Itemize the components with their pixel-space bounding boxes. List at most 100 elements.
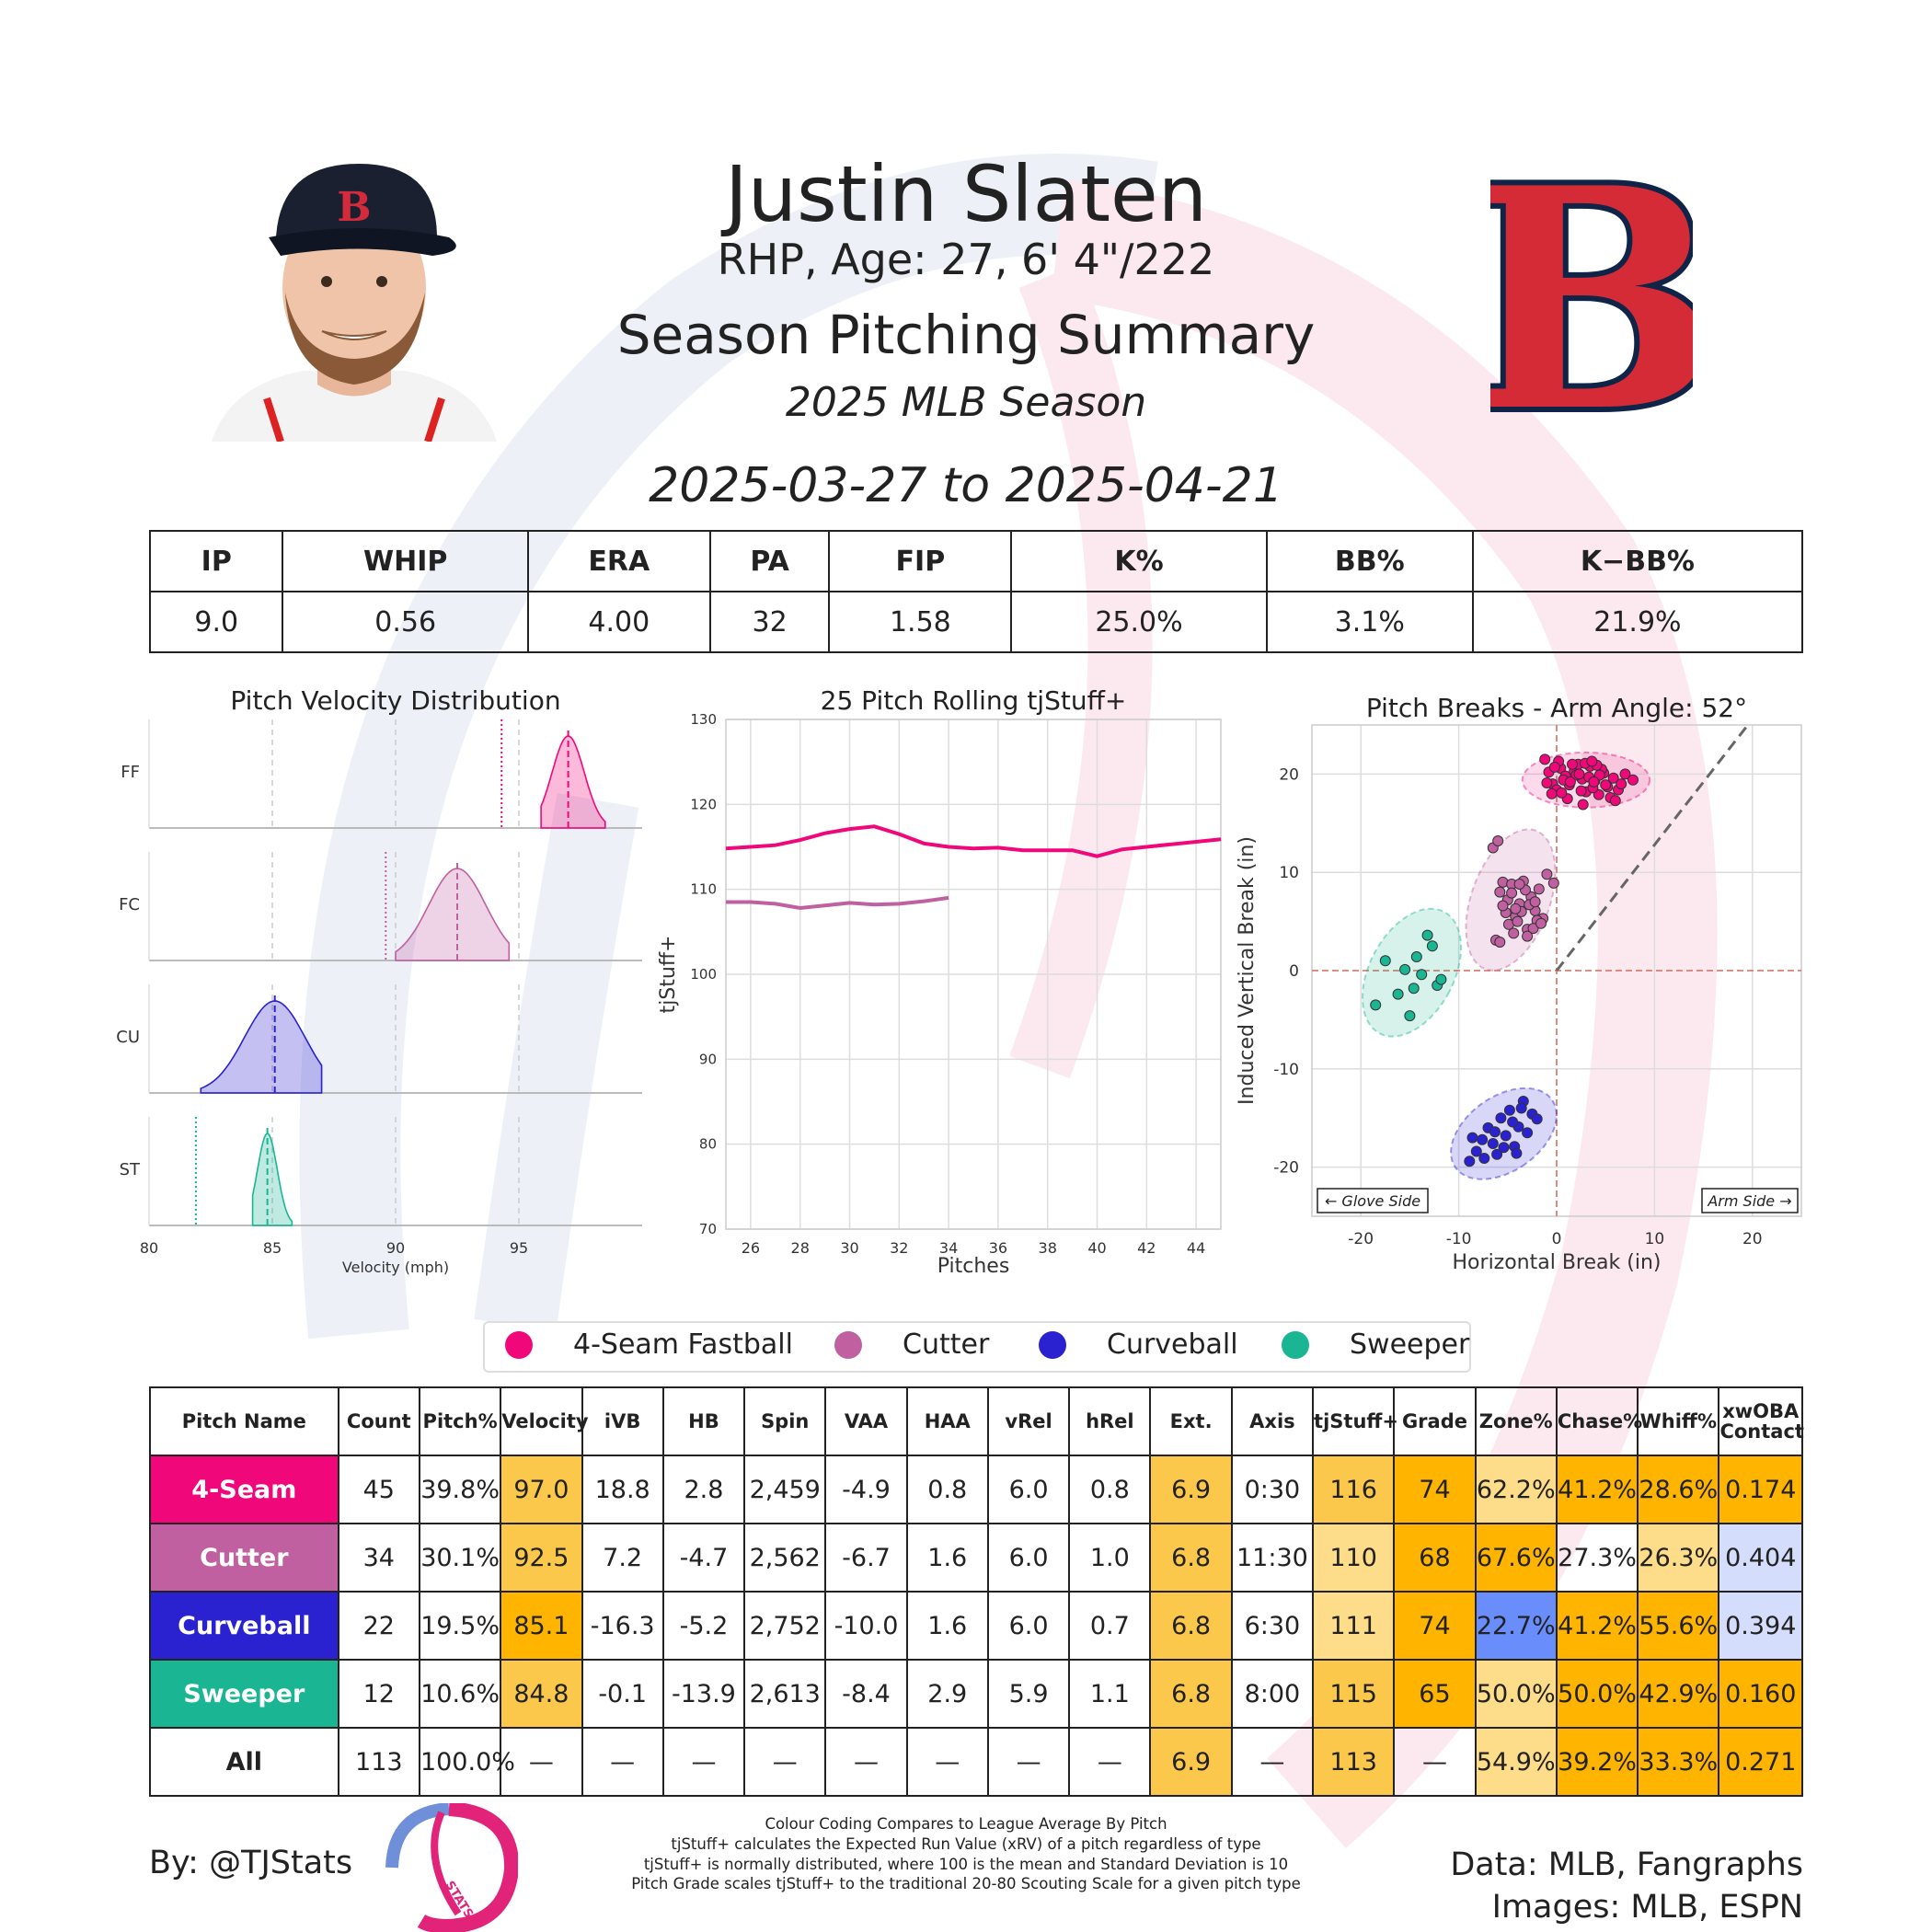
- pitch-table-cell: -5.2: [661, 1591, 746, 1661]
- footnote-line: Colour Coding Compares to League Average…: [765, 1815, 1167, 1833]
- date-range: 2025-03-27 to 2025-04-21: [649, 458, 1283, 513]
- season-label: 2025 MLB Season: [785, 379, 1147, 426]
- pitch-table-cell: 6.8: [1149, 1523, 1233, 1593]
- y-tick-label: -10: [1273, 1061, 1299, 1079]
- pitch-table-cell: —: [824, 1727, 908, 1797]
- scatter-point: [1600, 779, 1612, 791]
- pitch-name-cell: All: [149, 1727, 339, 1797]
- pitch-table-cell: 74: [1393, 1455, 1477, 1524]
- scatter-point: [1512, 915, 1524, 927]
- pitch-table-header-cell: iVB: [581, 1386, 664, 1456]
- summary-header-cell: IP: [148, 530, 284, 592]
- pitch-table-cell: 19.5%: [418, 1591, 502, 1661]
- x-tick-label: -20: [1348, 1230, 1374, 1248]
- summary-header-row: IP WHIP ERA PA FIP K% BB% K−BB%: [148, 530, 1804, 592]
- y-tick-label: 20: [1279, 765, 1299, 784]
- pitch-table-cell: 39.8%: [418, 1455, 502, 1524]
- pitch-name-cell: Sweeper: [149, 1659, 339, 1729]
- pitch-table-cell: 45: [337, 1455, 420, 1524]
- summary-header-cell: ERA: [526, 530, 711, 592]
- x-tick-label: 44: [1187, 1239, 1205, 1257]
- scatter-point: [1478, 1153, 1490, 1164]
- pitch-table-cell: 62.2%: [1474, 1455, 1558, 1524]
- legend-marker: [505, 1330, 533, 1359]
- pitch-table-cell: —: [661, 1727, 746, 1797]
- tjstats-logo: STATS: [385, 1803, 518, 1932]
- pitch-table-cell: 26.3%: [1637, 1523, 1720, 1593]
- pitch-table-cell: -8.4: [824, 1659, 908, 1729]
- pitch-table-cell: 42.9%: [1637, 1659, 1720, 1729]
- scatter-point: [1522, 930, 1534, 942]
- pitch-table-cell: 50.0%: [1555, 1659, 1639, 1729]
- footnote-line: tjStuff+ calculates the Expected Run Val…: [671, 1834, 1261, 1853]
- scatter-point: [1464, 1156, 1476, 1167]
- pitch-table-cell: 113: [337, 1727, 420, 1797]
- scatter-point: [1426, 940, 1438, 952]
- scatter-point: [1495, 1112, 1507, 1124]
- pitch-table-cell: 2,562: [743, 1523, 827, 1593]
- pitch-table-row: All 113 100.0% — — — — — — — —6.9—113—54.9% 39.2% 33…: [149, 1727, 1803, 1797]
- pitch-table-cell: 2.8: [661, 1455, 746, 1524]
- scatter-point: [1533, 883, 1545, 895]
- pitch-table-header-cell: VAA: [824, 1386, 908, 1456]
- pitch-name-cell: Curveball: [149, 1591, 339, 1661]
- legend-item-cutter: Cutter: [834, 1328, 989, 1361]
- pitch-table-cell: 0.160: [1718, 1659, 1803, 1729]
- pitch-table-cell: 6.9: [1149, 1727, 1233, 1797]
- scatter-point: [1541, 777, 1553, 788]
- chart-title: Pitch Breaks - Arm Angle: 52°: [1366, 693, 1747, 723]
- pitch-table-cell: 1.1: [1068, 1659, 1152, 1729]
- pitch-table-cell: 2,752: [743, 1591, 827, 1661]
- scatter-point: [1399, 963, 1411, 975]
- pitch-table-cell: 6.0: [986, 1455, 1071, 1524]
- scatter-point: [1370, 999, 1382, 1011]
- row-label: CU: [116, 1028, 140, 1047]
- scatter-point: [1491, 1148, 1503, 1160]
- legend-label: Cutter: [903, 1328, 990, 1361]
- pitch-table-row: Cutter 34 30.1% 92.5 7.2 -4.7 2,562 -6.7 1.6 6.0 1…: [149, 1523, 1803, 1593]
- pitch-table-row: Curveball 22 19.5% 85.1 -16.3 -5.2 2,752 -10.0 1…: [149, 1591, 1803, 1661]
- chart-title: 25 Pitch Rolling tjStuff+: [821, 685, 1127, 716]
- pitch-table-cell: -4.7: [661, 1523, 746, 1593]
- y-tick-label: 100: [690, 966, 717, 983]
- y-tick-label: -20: [1273, 1159, 1299, 1178]
- scatter-point: [1477, 1133, 1489, 1145]
- pitch-table-cell: 0.271: [1718, 1727, 1803, 1797]
- pitch-table-cell: 92.5: [500, 1523, 583, 1593]
- pitch-table-cell: 0.8: [1068, 1455, 1152, 1524]
- glove-side-label: ← Glove Side: [1325, 1192, 1420, 1210]
- y-axis-label: Induced Vertical Break (in): [1236, 836, 1259, 1105]
- scatter-point: [1416, 969, 1428, 981]
- pitch-legend: 4-Seam Fastball Cutter Curveball Sweeper: [483, 1321, 1471, 1373]
- pitch-table-cell: 12: [337, 1659, 420, 1729]
- pitch-table-cell: 6.8: [1149, 1659, 1233, 1729]
- scatter-point: [1421, 929, 1433, 941]
- glove-side-box: [1317, 1188, 1429, 1213]
- legend-marker: [1282, 1330, 1309, 1359]
- pitch-table-cell: —: [1393, 1727, 1477, 1797]
- pitch-table-header-cell: Count: [337, 1386, 420, 1456]
- scatter-point: [1507, 1116, 1519, 1128]
- pitch-table-cell: 2,613: [743, 1659, 827, 1729]
- x-tick-label: 36: [989, 1239, 1007, 1257]
- footnote-line: Pitch Grade scales tjStuff+ to the tradi…: [631, 1875, 1301, 1893]
- pitch-table-cell: 41.2%: [1555, 1591, 1639, 1661]
- x-tick-label: -10: [1446, 1230, 1472, 1248]
- y-tick-label: 90: [699, 1051, 717, 1067]
- plot-frame: [725, 719, 1222, 1230]
- scatter-point: [1503, 1104, 1515, 1116]
- pitch-table-cell: 6.9: [1149, 1455, 1233, 1524]
- pitch-table-cell: -6.7: [824, 1523, 908, 1593]
- legend-marker: [1039, 1330, 1066, 1359]
- pitch-table-header-cell: Pitch Name: [149, 1386, 339, 1456]
- x-tick-label: 38: [1039, 1239, 1057, 1257]
- scatter-point: [1548, 761, 1560, 773]
- pitch-table-cell: —: [986, 1727, 1071, 1797]
- pitch-table-header-cell: Pitch%: [418, 1386, 502, 1456]
- credits: Data: MLB, Fangraphs Images: MLB, ESPN: [1450, 1845, 1803, 1928]
- scatter-point: [1539, 753, 1551, 765]
- pitch-table-cell: 22.7%: [1474, 1591, 1558, 1661]
- pitch-table-cell: 2,459: [743, 1455, 827, 1524]
- summary-header-cell: WHIP: [282, 530, 529, 592]
- x-tick-label: 30: [840, 1239, 858, 1257]
